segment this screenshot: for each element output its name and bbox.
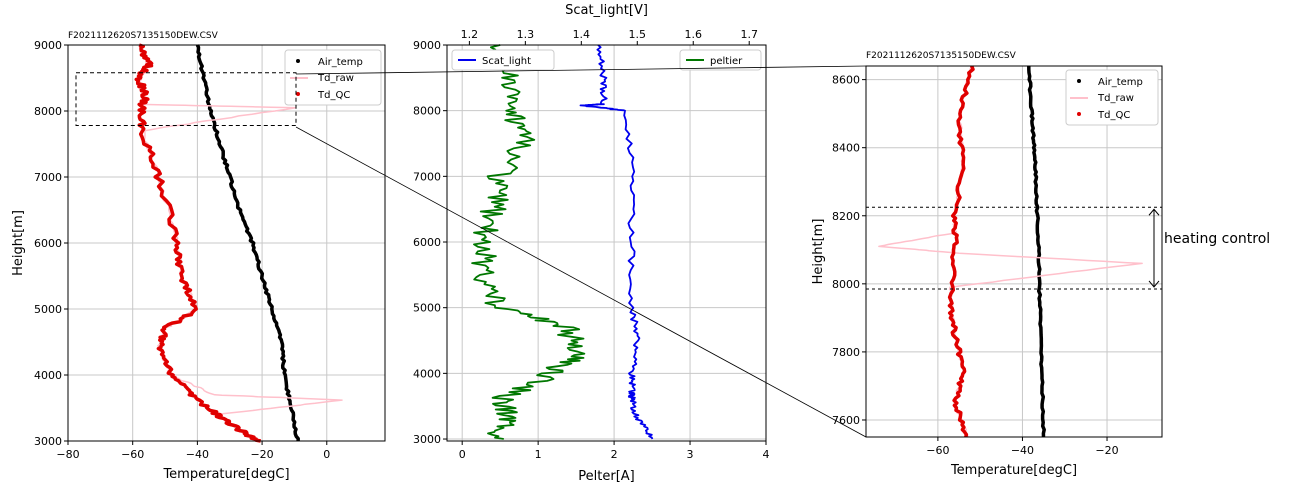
x2-tick-label: 1.3 [517,28,535,41]
y-tick-label: 8000 [413,105,441,118]
x-tick-label: 2 [611,448,618,461]
legend-marker-air-temp [1077,79,1081,83]
x-tick-label: 1 [535,448,542,461]
x-tick-label: −60 [121,448,144,461]
x-tick-label: 3 [687,448,694,461]
panel-left: −80 −60 −40 −20 0 3000 4000 5000 6000 7000 8000 900… [11,31,386,482]
y-tick-label: 4000 [413,367,441,380]
legend-box [1065,69,1159,126]
series-td-qc [947,65,975,438]
legend-label-td-qc: Td_QC [317,90,350,101]
series-air-temp [195,44,300,442]
x-tick-label: 4 [763,448,770,461]
x-tick-label: −20 [250,448,273,461]
panel-title: F2021112620S7135150DEW.CSV [866,51,1017,61]
x-tick-label: −40 [1011,444,1034,457]
x-axis-label: Temperature[degC] [162,467,289,482]
x-tick-label: −80 [56,448,79,461]
legend-marker-td-qc [1077,112,1081,116]
y-tick-label: 9000 [34,39,62,52]
legend-label-peltier: peltier [710,56,743,67]
y-tick-label: 7000 [34,171,62,184]
panel-title: F2021112620S7135150DEW.CSV [68,31,219,41]
y-tick-label: 6000 [413,236,441,249]
y-tick-label: 3000 [34,435,62,448]
x-axis-label: Pelter[A] [578,469,634,484]
y-tick-label: 7600 [832,414,860,427]
zoom-box [75,72,297,127]
y-tick-label: 7000 [413,170,441,183]
series-td-qc [134,43,262,443]
y-tick-label: 3000 [413,433,441,446]
legend-box-left [451,49,555,71]
x2-axis-label: Scat_light[V] [565,3,648,18]
legend-label-td-qc: Td_QC [1097,110,1130,121]
legend-label-td-raw: Td_raw [1097,93,1134,104]
y-tick-label: 6000 [34,237,62,250]
y-tick-label: 8200 [832,210,860,223]
x-tick-label: −40 [186,448,209,461]
x2-tick-label: 1.4 [573,28,591,41]
x-tick-label: 0 [459,448,466,461]
zoom-connector-bottom [295,126,867,438]
y-tick-label: 8000 [34,105,62,118]
plot-frame [865,65,1163,438]
y-tick-label: 8000 [832,278,860,291]
y-axis-label: Height[m] [811,219,826,285]
legend-label-scat-light: Scat_light [482,56,531,67]
panel-middle: 0 1 2 3 4 1.2 1.3 1.4 1.5 1.6 1.7 3000 4000 5000 6000 7… [413,3,770,484]
heating-arrow-head-bottom [1148,280,1160,288]
y-tick-label: 8400 [832,142,860,155]
plot-frame [446,44,767,442]
x2-tick-label: 1.2 [461,28,479,41]
heating-arrow-head-top [1148,208,1160,216]
x-tick-label: −60 [926,444,949,457]
series-peltier [471,44,586,440]
legend-marker-td-qc [296,92,300,96]
zoom-connector-top [295,65,867,75]
legend-marker-air-temp [296,59,300,63]
legend-box-right [679,49,762,71]
legend-label-air-temp: Air_temp [318,57,363,68]
y-tick-label: 9000 [413,39,441,52]
y-tick-label: 7800 [832,346,860,359]
heating-control-label: heating control [1164,231,1270,247]
y-tick-label: 5000 [34,303,62,316]
zoom-overlay [295,65,867,438]
legend-label-td-raw: Td_raw [317,73,354,84]
y-tick-label: 8600 [832,74,860,87]
y-axis-label: Height[m] [11,210,26,276]
y-tick-label: 4000 [34,369,62,382]
plot-frame [67,44,386,442]
series-scat-light [579,44,654,440]
x2-tick-label: 1.6 [684,28,702,41]
x2-tick-label: 1.5 [629,28,647,41]
y-tick-label: 5000 [413,302,441,315]
legend-label-air-temp: Air_temp [1098,77,1143,88]
x-tick-label: −20 [1095,444,1118,457]
series-air-temp [1027,66,1046,438]
x-axis-label: Temperature[degC] [950,463,1077,478]
x-tick-label: 0 [323,448,330,461]
x2-tick-label: 1.7 [740,28,758,41]
legend-box [284,49,382,106]
panel-right: −60 −40 −20 7600 7800 8000 8200 8400 8600 F202111… [811,51,1270,478]
